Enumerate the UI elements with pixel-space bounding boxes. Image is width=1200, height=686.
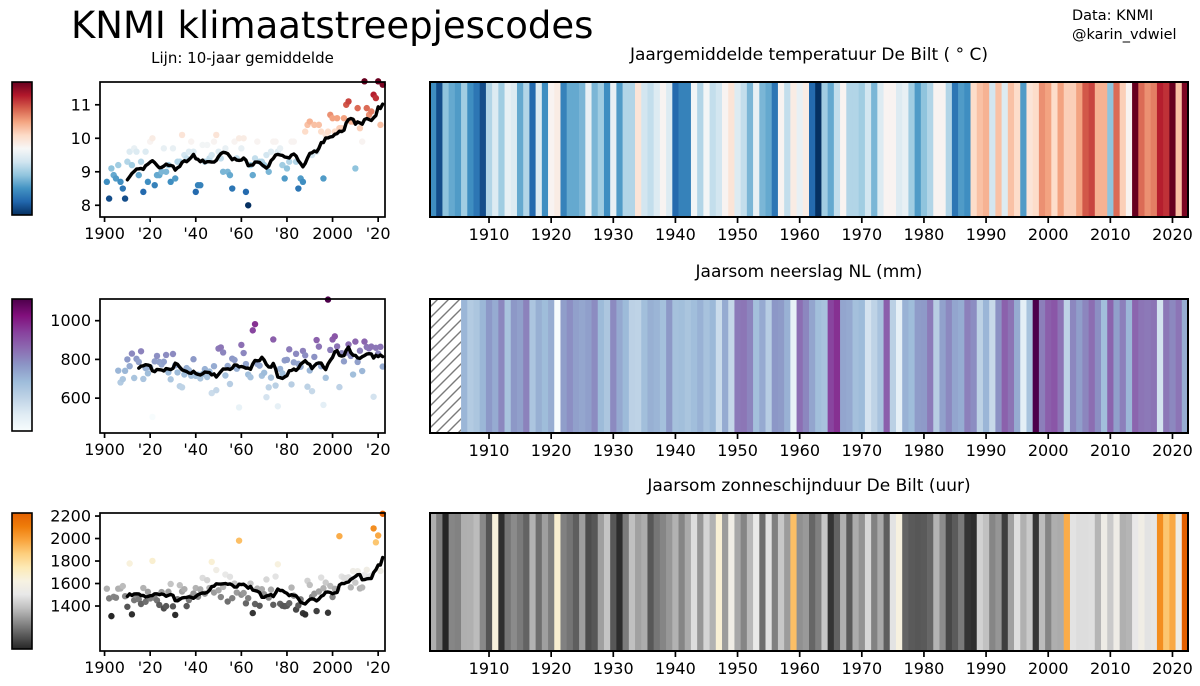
sunshine-stripes-xtick: 1950 [717, 659, 758, 678]
sunshine-stripes-xtick: 2010 [1090, 659, 1131, 678]
sunshine-scatter-xtick: 1900 [84, 658, 125, 677]
precipitation-scatter-xtick: '20 [138, 440, 163, 459]
precipitation-stripes-xtick: 1980 [904, 441, 945, 460]
sunshine-stripes-xtick: 1930 [593, 659, 634, 678]
precipitation-scatter-xtick: '40 [183, 440, 208, 459]
temperature-scatter-ytick: 11 [71, 95, 91, 114]
sunshine-scatter-plot: 1900 '20 '40 '60 '80 2000 '20 1400 1600 1800 2000 2… [50, 507, 390, 677]
sunshine-scatter-xtick: '20 [138, 658, 163, 677]
temperature-scatter-xtick: '80 [275, 224, 300, 243]
sunshine-running-mean-line [125, 555, 385, 606]
sunshine-scatter-ytick: 1800 [50, 552, 91, 571]
precipitation-scatter-xtick: '20 [366, 440, 391, 459]
temperature-stripes-xtick: 2010 [1090, 225, 1131, 244]
temperature-scatter-ytick: 10 [71, 129, 91, 148]
temperature-scatter-plot: 1900 '20 '40 '60 '80 2000 '20 8 9 10 11 [71, 78, 391, 243]
temperature-running-mean-line [125, 102, 385, 182]
temperature-scatter-xtick: '40 [183, 224, 208, 243]
precipitation-colorbar [11, 298, 33, 432]
precipitation-scatter-xtick: 1900 [84, 440, 125, 459]
sunshine-stripes-xtick: 1980 [904, 659, 945, 678]
precipitation-scatter-xtick: 2000 [312, 440, 353, 459]
sunshine-scatter-ytick: 2200 [50, 507, 91, 526]
temperature-stripes-xtick: 1990 [966, 225, 1007, 244]
temperature-stripes-xtick: 1910 [469, 225, 510, 244]
precipitation-stripes-xtick: 2020 [1152, 441, 1193, 460]
temperature-scatter-xtick: '20 [366, 224, 391, 243]
sunshine-scatter-xtick: '40 [183, 658, 208, 677]
sunshine-stripes-xtick: 1990 [966, 659, 1007, 678]
precipitation-row: 1900 '20 '40 '60 '80 2000 '20 600 800 1000 1910 192… [11, 296, 1193, 460]
precipitation-scatter-ytick: 600 [60, 389, 91, 408]
temperature-scatter-xtick: 2000 [312, 224, 353, 243]
precipitation-stripes-xtick: 1960 [779, 441, 820, 460]
precipitation-scatter-plot: 1900 '20 '40 '60 '80 2000 '20 600 800 1000 [50, 296, 391, 459]
row-title-temperature: Jaargemiddelde temperatuur De Bilt ( ° C… [629, 45, 988, 65]
sunshine-row: 1900 '20 '40 '60 '80 2000 '20 1400 1600 1800 2000 2… [11, 507, 1193, 678]
temperature-stripes-xtick: 1960 [779, 225, 820, 244]
sunshine-stripes-xtick: 1920 [531, 659, 572, 678]
precipitation-stripes-xtick: 1970 [841, 441, 882, 460]
precipitation-no-data-hatch [430, 299, 462, 433]
temperature-stripes-xtick: 2000 [1028, 225, 1069, 244]
sunshine-scatter-ytick: 1600 [50, 574, 91, 593]
left-column-subtitle: Lijn: 10-jaar gemiddelde [151, 49, 334, 67]
sunshine-scatter-ytick: 1400 [50, 597, 91, 616]
temperature-scatter-xtick: 1900 [84, 224, 125, 243]
temperature-stripes-xtick: 1950 [717, 225, 758, 244]
sunshine-stripes-xtick: 1910 [469, 659, 510, 678]
sunshine-stripes-xtick: 1970 [841, 659, 882, 678]
sunshine-stripes-xtick: 1940 [655, 659, 696, 678]
main-title: KNMI klimaatstreepjescodes [71, 4, 594, 47]
sunshine-stripes: 1910 1920 1930 1940 1950 1960 1970 1980 1990 2000… [429, 512, 1193, 678]
temperature-stripes-xtick: 1980 [904, 225, 945, 244]
temperature-stripes-xtick: 1940 [655, 225, 696, 244]
temperature-stripes: 1910 1920 1930 1940 1950 1960 1970 1980 1990 2000… [429, 81, 1193, 244]
row-title-sunshine: Jaarsom zonneschijnduur De Bilt (uur) [647, 476, 971, 496]
precipitation-stripes-xtick: 2010 [1090, 441, 1131, 460]
precipitation-stripes-xtick: 1940 [655, 441, 696, 460]
precipitation-stripes-xtick: 1930 [593, 441, 634, 460]
temperature-scatter-ytick: 8 [81, 196, 91, 215]
precipitation-scatter-ytick: 1000 [50, 311, 91, 330]
sunshine-scatter-xtick: '20 [366, 658, 391, 677]
temperature-stripes-xtick: 1970 [841, 225, 882, 244]
sunshine-scatter-xtick: '80 [275, 658, 300, 677]
sunshine-stripes-xtick: 2000 [1028, 659, 1069, 678]
precipitation-scatter-xtick: '80 [275, 440, 300, 459]
row-title-precipitation: Jaarsom neerslag NL (mm) [695, 262, 923, 282]
temperature-row: 1900 '20 '40 '60 '80 2000 '20 8 9 10 11 1910 1920 193… [11, 78, 1193, 244]
precipitation-stripes: 1910 1920 1930 1940 1950 1960 1970 1980 1990 2000… [429, 298, 1193, 460]
precipitation-running-mean-line [137, 345, 385, 381]
credit-source: Data: KNMI [1072, 8, 1154, 24]
sunshine-scatter-ytick: 2000 [50, 529, 91, 548]
sunshine-scatter-xtick: 2000 [312, 658, 353, 677]
sunshine-colorbar [11, 512, 33, 650]
precipitation-stripes-xtick: 1950 [717, 441, 758, 460]
temperature-colorbar [11, 81, 33, 216]
sunshine-stripes-xtick: 1960 [779, 659, 820, 678]
temperature-stripes-xtick: 2020 [1152, 225, 1193, 244]
precipitation-stripes-xtick: 1910 [469, 441, 510, 460]
precipitation-scatter-ytick: 800 [60, 350, 91, 369]
temperature-stripes-xtick: 1930 [593, 225, 634, 244]
temperature-stripes-xtick: 1920 [531, 225, 572, 244]
precipitation-scatter-xtick: '60 [229, 440, 254, 459]
data-credit: Data: KNMI @karin_vdwiel [1072, 7, 1177, 44]
credit-handle: @karin_vdwiel [1072, 26, 1177, 43]
temperature-scatter-xtick: '60 [229, 224, 254, 243]
sunshine-stripes-xtick: 2020 [1152, 659, 1193, 678]
temperature-scatter-xtick: '20 [138, 224, 163, 243]
precipitation-stripes-xtick: 1920 [531, 441, 572, 460]
temperature-scatter-ytick: 9 [81, 162, 91, 181]
precipitation-stripes-xtick: 2000 [1028, 441, 1069, 460]
sunshine-scatter-xtick: '60 [229, 658, 254, 677]
precipitation-stripes-xtick: 1990 [966, 441, 1007, 460]
